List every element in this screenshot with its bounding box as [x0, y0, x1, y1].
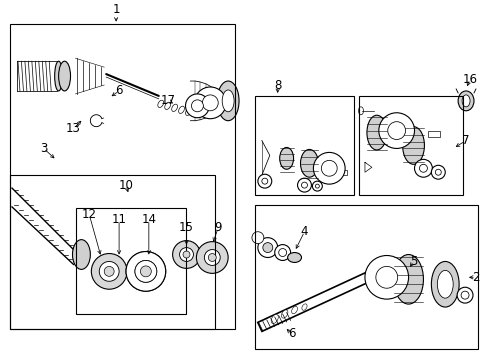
Ellipse shape: [271, 314, 278, 324]
Text: 17: 17: [161, 94, 176, 107]
Circle shape: [194, 87, 225, 119]
Text: 6: 6: [287, 327, 295, 340]
Ellipse shape: [461, 95, 469, 107]
Circle shape: [179, 248, 193, 261]
Circle shape: [364, 256, 408, 299]
Ellipse shape: [393, 255, 423, 304]
Text: 2: 2: [471, 271, 479, 284]
Circle shape: [378, 113, 414, 148]
Text: 10: 10: [119, 179, 133, 192]
Ellipse shape: [171, 104, 177, 112]
Polygon shape: [257, 263, 390, 332]
Circle shape: [185, 94, 209, 118]
Ellipse shape: [185, 108, 191, 116]
Ellipse shape: [279, 148, 293, 169]
Bar: [337, 170, 346, 175]
Circle shape: [321, 160, 337, 176]
Ellipse shape: [178, 106, 184, 113]
Ellipse shape: [222, 90, 234, 112]
Bar: [10, 175, 215, 329]
Circle shape: [126, 252, 165, 291]
Circle shape: [191, 100, 203, 112]
Text: 13: 13: [66, 122, 81, 135]
Circle shape: [126, 252, 165, 291]
Ellipse shape: [430, 261, 458, 307]
Circle shape: [208, 253, 216, 261]
Circle shape: [297, 178, 311, 192]
Ellipse shape: [72, 240, 90, 269]
Circle shape: [140, 266, 151, 277]
Circle shape: [257, 238, 277, 257]
Circle shape: [315, 184, 319, 188]
Text: 16: 16: [462, 73, 477, 86]
Text: 12: 12: [81, 208, 97, 221]
Circle shape: [456, 287, 472, 303]
Circle shape: [251, 232, 264, 244]
Text: 8: 8: [273, 80, 281, 93]
Text: 5: 5: [409, 255, 416, 268]
Circle shape: [104, 266, 114, 276]
Circle shape: [99, 261, 119, 281]
Bar: [254, 96, 353, 195]
Bar: [76, 208, 185, 314]
Ellipse shape: [158, 100, 163, 108]
Circle shape: [313, 152, 345, 184]
Circle shape: [263, 243, 272, 252]
Text: 11: 11: [111, 213, 126, 226]
Text: 15: 15: [179, 221, 194, 234]
Circle shape: [419, 164, 427, 172]
Text: 7: 7: [461, 134, 469, 147]
Ellipse shape: [301, 304, 306, 310]
Ellipse shape: [300, 149, 318, 177]
Circle shape: [196, 242, 228, 273]
Ellipse shape: [402, 127, 424, 164]
Ellipse shape: [217, 81, 239, 121]
Circle shape: [183, 251, 189, 258]
Bar: [358, 96, 462, 195]
Ellipse shape: [164, 102, 170, 109]
Circle shape: [261, 178, 267, 184]
Text: 9: 9: [214, 221, 222, 234]
Ellipse shape: [358, 107, 363, 115]
Circle shape: [278, 248, 286, 257]
Circle shape: [202, 95, 218, 111]
Circle shape: [274, 244, 290, 261]
Circle shape: [257, 174, 271, 188]
Circle shape: [91, 253, 127, 289]
Bar: [10, 23, 235, 329]
Circle shape: [434, 169, 440, 175]
Ellipse shape: [366, 115, 386, 150]
Circle shape: [312, 181, 322, 191]
Circle shape: [430, 165, 445, 179]
Bar: [427, 131, 439, 136]
Text: 1: 1: [112, 3, 120, 16]
Ellipse shape: [59, 61, 70, 91]
Circle shape: [204, 249, 220, 265]
Circle shape: [387, 122, 405, 140]
Circle shape: [135, 261, 157, 282]
Bar: [254, 205, 477, 349]
Circle shape: [375, 266, 397, 288]
Circle shape: [301, 182, 307, 188]
Ellipse shape: [287, 252, 301, 262]
Ellipse shape: [457, 91, 473, 111]
Ellipse shape: [281, 310, 287, 318]
Text: 4: 4: [300, 225, 307, 238]
Ellipse shape: [55, 61, 62, 91]
Ellipse shape: [436, 270, 452, 298]
Circle shape: [172, 240, 200, 269]
Circle shape: [135, 261, 157, 282]
Circle shape: [414, 159, 431, 177]
Ellipse shape: [291, 306, 297, 314]
Text: 6: 6: [115, 85, 122, 98]
Text: 14: 14: [141, 213, 156, 226]
Text: 3: 3: [40, 142, 47, 155]
Circle shape: [460, 291, 468, 299]
